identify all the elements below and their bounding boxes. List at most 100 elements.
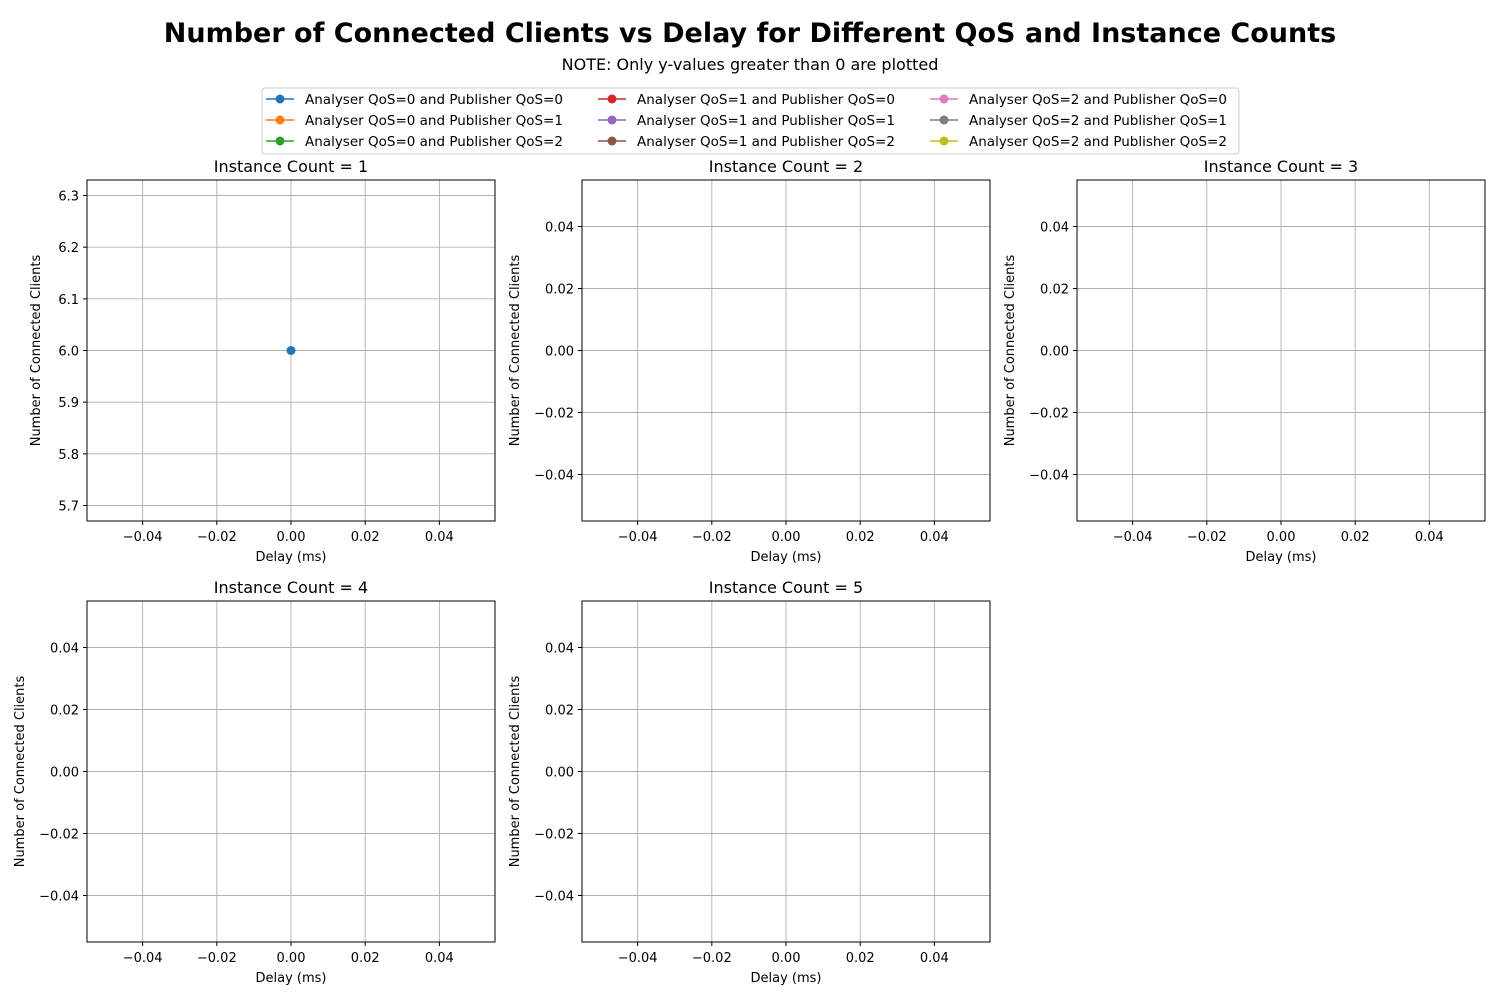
x-tick-label: 0.02 — [846, 530, 875, 545]
subplot-instance-3: −0.04 −0.02 0.00 0.02 0.04 −0.04 −0.02 0.00 0.02… — [1003, 157, 1486, 565]
x-axis-label: Delay (ms) — [751, 971, 822, 986]
legend-marker-swatch — [607, 115, 617, 125]
x-tick-label: 0.04 — [425, 951, 454, 966]
y-axis-label: Number of Connected Clients — [13, 675, 28, 867]
legend-marker-swatch — [607, 136, 617, 146]
x-tick-label: −0.04 — [123, 530, 163, 545]
y-tick-label: 6.1 — [58, 293, 79, 308]
y-tick-label: −0.02 — [534, 407, 574, 422]
legend-entry: Analyser QoS=0 and Publisher QoS=0 — [266, 92, 563, 108]
x-tick-label: 0.04 — [920, 530, 949, 545]
legend-marker-swatch — [939, 115, 949, 125]
y-tick-label: −0.02 — [534, 828, 574, 843]
legend-entry: Analyser QoS=2 and Publisher QoS=1 — [930, 113, 1227, 129]
subplot-instance-4: −0.04 −0.02 0.00 0.02 0.04 −0.04 −0.02 0.00 0.02… — [13, 578, 496, 986]
legend-label: Analyser QoS=0 and Publisher QoS=1 — [305, 113, 563, 129]
x-tick-label: −0.04 — [618, 951, 658, 966]
y-tick-label: −0.02 — [1029, 407, 1069, 422]
x-tick-label: 0.00 — [277, 530, 306, 545]
y-tick-label: 0.04 — [545, 642, 574, 657]
subplot-title: Instance Count = 1 — [214, 157, 368, 176]
x-tick-label: −0.02 — [692, 951, 732, 966]
subplot-title: Instance Count = 5 — [709, 578, 863, 597]
x-tick-label: 0.00 — [277, 951, 306, 966]
y-tick-label: 0.02 — [1040, 283, 1069, 298]
subplot-title: Instance Count = 4 — [214, 578, 368, 597]
subplots: −0.04 −0.02 0.00 0.02 0.04 5.7 5.8 5.9 6.0 6.1 6.2… — [13, 157, 1486, 986]
x-tick-label: 0.04 — [920, 951, 949, 966]
x-tick-label: 0.00 — [1267, 530, 1296, 545]
legend-entry: Analyser QoS=2 and Publisher QoS=0 — [930, 92, 1227, 108]
legend: Analyser QoS=0 and Publisher QoS=0 Analys… — [261, 87, 1240, 155]
y-tick-label: −0.04 — [534, 890, 574, 905]
legend-label: Analyser QoS=0 and Publisher QoS=0 — [305, 92, 563, 108]
y-tick-label: 0.00 — [1040, 345, 1069, 360]
y-tick-label: 5.8 — [58, 448, 79, 463]
x-axis-label: Delay (ms) — [1246, 550, 1317, 565]
legend-label: Analyser QoS=0 and Publisher QoS=2 — [305, 134, 563, 150]
figure-subtitle: NOTE: Only y-values greater than 0 are p… — [562, 55, 939, 74]
x-tick-label: 0.02 — [351, 951, 380, 966]
x-tick-label: −0.02 — [1187, 530, 1227, 545]
legend-label: Analyser QoS=1 and Publisher QoS=2 — [637, 134, 895, 150]
y-tick-label: 5.7 — [58, 500, 79, 515]
x-axis-label: Delay (ms) — [256, 971, 327, 986]
subplot-instance-1: −0.04 −0.02 0.00 0.02 0.04 5.7 5.8 5.9 6.0 6.1 6.2… — [29, 157, 496, 565]
y-axis-label: Number of Connected Clients — [1003, 254, 1018, 446]
x-tick-label: −0.04 — [1113, 530, 1153, 545]
legend-marker-swatch — [607, 94, 617, 104]
subplot-title: Instance Count = 2 — [709, 157, 863, 176]
x-axis-label: Delay (ms) — [751, 550, 822, 565]
figure-title: Number of Connected Clients vs Delay for… — [164, 18, 1336, 49]
y-tick-label: 0.02 — [545, 704, 574, 719]
y-tick-label: −0.04 — [534, 469, 574, 484]
x-axis-label: Delay (ms) — [256, 550, 327, 565]
x-tick-label: −0.02 — [692, 530, 732, 545]
x-tick-label: −0.02 — [197, 951, 237, 966]
legend-entry: Analyser QoS=2 and Publisher QoS=2 — [930, 134, 1227, 150]
legend-label: Analyser QoS=2 and Publisher QoS=0 — [969, 92, 1227, 108]
y-tick-label: 0.00 — [545, 766, 574, 781]
y-tick-label: 6.2 — [58, 241, 79, 256]
legend-entry: Analyser QoS=1 and Publisher QoS=2 — [598, 134, 895, 150]
y-axis-label: Number of Connected Clients — [29, 254, 44, 446]
y-tick-label: 0.00 — [545, 345, 574, 360]
y-tick-label: 6.3 — [58, 190, 79, 205]
legend-marker-swatch — [939, 136, 949, 146]
subplot-instance-5: −0.04 −0.02 0.00 0.02 0.04 −0.04 −0.02 0.00 0.02… — [508, 578, 991, 986]
y-tick-label: −0.02 — [39, 828, 79, 843]
legend-label: Analyser QoS=2 and Publisher QoS=1 — [969, 113, 1227, 129]
y-axis-label: Number of Connected Clients — [508, 254, 523, 446]
legend-label: Analyser QoS=1 and Publisher QoS=0 — [637, 92, 895, 108]
y-tick-label: 0.04 — [50, 642, 79, 657]
legend-entry: Analyser QoS=1 and Publisher QoS=1 — [598, 113, 895, 129]
x-tick-label: 0.04 — [1415, 530, 1444, 545]
x-tick-label: −0.04 — [618, 530, 658, 545]
legend-marker-swatch — [275, 136, 285, 146]
legend-marker-swatch — [939, 94, 949, 104]
y-tick-label: 0.04 — [1040, 221, 1069, 236]
x-tick-label: 0.00 — [772, 951, 801, 966]
y-tick-label: 5.9 — [58, 396, 79, 411]
legend-label: Analyser QoS=2 and Publisher QoS=2 — [969, 134, 1227, 150]
legend-frame — [261, 87, 1240, 155]
x-tick-label: 0.00 — [772, 530, 801, 545]
legend-entry: Analyser QoS=0 and Publisher QoS=1 — [266, 113, 563, 129]
y-tick-label: 6.0 — [58, 345, 79, 360]
legend-label: Analyser QoS=1 and Publisher QoS=1 — [637, 113, 895, 129]
x-tick-label: −0.04 — [123, 951, 163, 966]
y-tick-label: 0.00 — [50, 766, 79, 781]
y-tick-label: 0.04 — [545, 221, 574, 236]
x-tick-label: 0.02 — [351, 530, 380, 545]
legend-marker-swatch — [275, 94, 285, 104]
subplot-title: Instance Count = 3 — [1204, 157, 1358, 176]
y-tick-label: −0.04 — [39, 890, 79, 905]
x-tick-label: −0.02 — [197, 530, 237, 545]
x-tick-label: 0.02 — [846, 951, 875, 966]
legend-entry: Analyser QoS=0 and Publisher QoS=2 — [266, 134, 563, 150]
y-axis-label: Number of Connected Clients — [508, 675, 523, 867]
x-tick-label: 0.04 — [425, 530, 454, 545]
y-tick-label: −0.04 — [1029, 469, 1069, 484]
legend-entry: Analyser QoS=1 and Publisher QoS=0 — [598, 92, 895, 108]
